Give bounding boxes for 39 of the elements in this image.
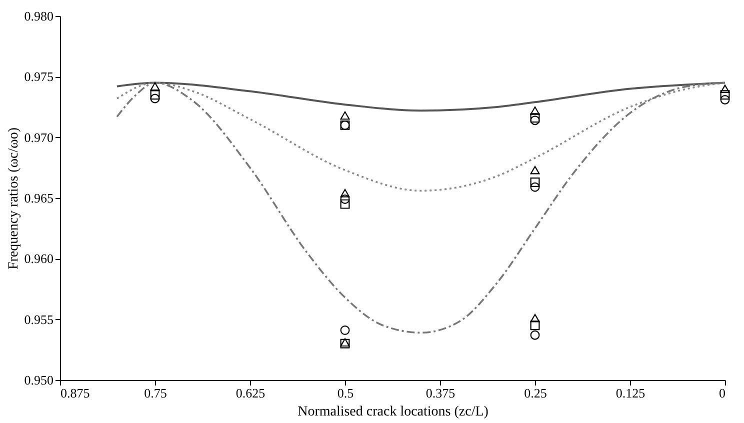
point bbox=[530, 177, 540, 187]
line-series bbox=[116, 82, 726, 112]
point bbox=[530, 116, 540, 126]
x-tick-label: 0.375 bbox=[426, 386, 456, 400]
x-tick-label: 0.625 bbox=[236, 386, 266, 400]
y-tick-label: 0.965 bbox=[24, 190, 54, 206]
y-tick-label: 0.955 bbox=[24, 312, 54, 327]
point bbox=[720, 94, 730, 104]
y-tick-label: 0.960 bbox=[24, 251, 54, 266]
point bbox=[150, 94, 160, 104]
point bbox=[530, 320, 540, 330]
point bbox=[530, 113, 540, 123]
y-axis-title: Frequency ratios (ωc/ωo) bbox=[6, 127, 22, 270]
point bbox=[340, 188, 350, 198]
x-tick-label: 0.875 bbox=[60, 386, 90, 400]
point bbox=[340, 199, 350, 209]
point bbox=[530, 330, 540, 340]
x-axis-title: Normalised crack locations (zc/L) bbox=[298, 404, 489, 420]
y-tick-label: 0.975 bbox=[24, 69, 54, 84]
y-tick-label: 0.970 bbox=[24, 130, 54, 145]
x-tick-label: 0 bbox=[719, 386, 726, 400]
point bbox=[340, 326, 350, 335]
point bbox=[530, 182, 540, 192]
y-tick-label: 0.950 bbox=[24, 372, 54, 388]
x-tick-label: 0.25 bbox=[524, 386, 547, 400]
line-series bbox=[116, 82, 726, 192]
x-tick-label: 0.5 bbox=[337, 386, 354, 400]
point bbox=[340, 194, 350, 204]
point bbox=[530, 166, 540, 174]
point bbox=[530, 314, 540, 322]
x-tick-label: 0.75 bbox=[144, 386, 167, 400]
x-tick-label: 0.125 bbox=[616, 386, 646, 400]
point bbox=[150, 82, 160, 91]
point bbox=[720, 84, 730, 93]
y-tick-label: 0.980 bbox=[24, 8, 54, 24]
point bbox=[340, 111, 350, 120]
point bbox=[720, 90, 730, 100]
point bbox=[530, 106, 540, 115]
point bbox=[150, 90, 160, 100]
